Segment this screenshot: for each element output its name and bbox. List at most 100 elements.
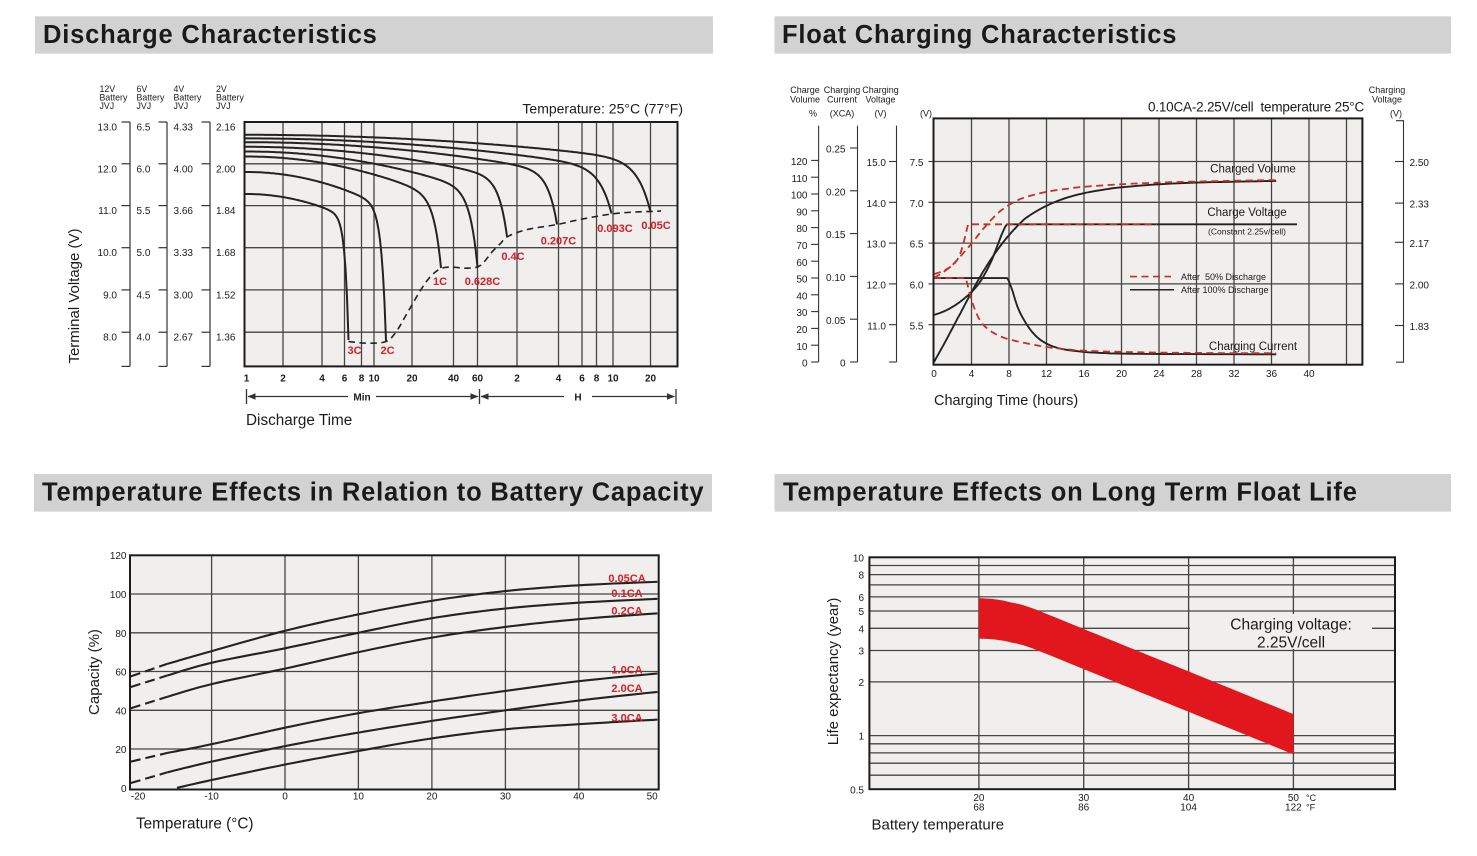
svg-text:28: 28: [1191, 369, 1203, 380]
svg-text:0.10CA-2.25V/cell temperature: 0.10CA-2.25V/cell temperature 25°C: [1148, 100, 1364, 115]
svg-text:(V): (V): [875, 109, 887, 119]
svg-text:0.628C: 0.628C: [465, 276, 501, 288]
svg-text:120: 120: [791, 157, 808, 168]
svg-text:20: 20: [796, 325, 808, 336]
svg-text:30: 30: [500, 792, 512, 803]
svg-text:90: 90: [796, 207, 808, 218]
svg-text:10.0: 10.0: [98, 248, 118, 259]
svg-text:Discharge Characteristics: Discharge Characteristics: [43, 21, 378, 49]
svg-text:4: 4: [858, 624, 864, 635]
svg-text:2.0CA: 2.0CA: [611, 683, 642, 695]
svg-text:15.0: 15.0: [867, 158, 887, 169]
svg-text:Battery: Battery: [174, 92, 202, 102]
svg-text:12V: 12V: [100, 84, 116, 94]
svg-text:JVJ: JVJ: [100, 101, 115, 111]
svg-text:0: 0: [931, 369, 937, 380]
svg-text:Charging: Charging: [862, 85, 899, 95]
svg-text:2.17: 2.17: [1410, 239, 1430, 250]
svg-text:1.84: 1.84: [216, 206, 236, 217]
svg-text:Charging voltage:: Charging voltage:: [1230, 617, 1352, 634]
svg-text:6: 6: [342, 374, 348, 385]
svg-text:0.25: 0.25: [826, 145, 846, 156]
svg-text:0.15: 0.15: [826, 230, 846, 241]
svg-text:0.4C: 0.4C: [501, 251, 524, 263]
svg-text:Battery temperature: Battery temperature: [872, 817, 1005, 834]
svg-text:1.52: 1.52: [216, 290, 236, 301]
svg-text:Charging Time (hours): Charging Time (hours): [934, 393, 1078, 409]
svg-text:2.16: 2.16: [216, 122, 236, 133]
svg-text:JVJ: JVJ: [216, 101, 231, 111]
svg-text:Charging: Charging: [1369, 85, 1406, 95]
svg-text:2: 2: [514, 374, 520, 385]
svg-text:8: 8: [858, 571, 864, 582]
svg-text:0.5: 0.5: [850, 785, 864, 796]
svg-text:24: 24: [1153, 369, 1165, 380]
svg-text:13.0: 13.0: [98, 122, 118, 133]
svg-text:(Constant 2.25v/cell): (Constant 2.25v/cell): [1208, 227, 1286, 237]
svg-text:1: 1: [858, 732, 864, 743]
svg-text:6.5: 6.5: [137, 122, 151, 133]
svg-text:8: 8: [359, 374, 365, 385]
svg-text:40: 40: [115, 706, 127, 717]
svg-text:°F: °F: [1306, 803, 1316, 813]
svg-text:20: 20: [406, 374, 418, 385]
svg-text:Battery: Battery: [100, 92, 128, 102]
svg-text:40: 40: [1303, 369, 1315, 380]
svg-text:2.00: 2.00: [216, 164, 236, 175]
svg-text:°C: °C: [1306, 793, 1317, 803]
svg-text:10: 10: [353, 792, 365, 803]
svg-text:70: 70: [796, 241, 808, 252]
svg-text:(V): (V): [1390, 109, 1402, 119]
svg-text:2: 2: [280, 374, 286, 385]
svg-text:6.5: 6.5: [910, 240, 924, 251]
svg-text:9.0: 9.0: [103, 290, 117, 301]
svg-text:40: 40: [1183, 793, 1195, 804]
svg-text:0.093C: 0.093C: [597, 223, 633, 235]
svg-text:10: 10: [853, 553, 865, 564]
svg-text:%: %: [809, 109, 817, 119]
svg-text:4: 4: [319, 374, 325, 385]
svg-text:3.33: 3.33: [174, 248, 194, 259]
svg-text:7.0: 7.0: [910, 199, 924, 210]
svg-text:5.5: 5.5: [910, 321, 924, 332]
svg-text:Discharge Time: Discharge Time: [246, 412, 352, 429]
svg-text:6: 6: [858, 593, 864, 604]
svg-text:30: 30: [796, 308, 808, 319]
svg-text:5: 5: [858, 607, 864, 618]
svg-text:10: 10: [796, 342, 808, 353]
svg-text:32: 32: [1228, 369, 1240, 380]
svg-text:JVJ: JVJ: [174, 101, 189, 111]
svg-text:5.5: 5.5: [137, 206, 151, 217]
svg-text:Voltage: Voltage: [865, 95, 895, 105]
svg-text:1C: 1C: [433, 276, 447, 288]
svg-text:40: 40: [573, 792, 585, 803]
svg-text:Life expectancy (year): Life expectancy (year): [825, 598, 842, 746]
svg-text:Charging: Charging: [824, 85, 861, 95]
svg-text:4.5: 4.5: [137, 290, 151, 301]
svg-text:4.0: 4.0: [137, 333, 151, 344]
svg-text:0.05C: 0.05C: [641, 220, 670, 232]
svg-text:2C: 2C: [380, 345, 394, 357]
svg-text:Battery: Battery: [137, 92, 165, 102]
svg-text:6: 6: [579, 374, 585, 385]
svg-text:Temperature (°C): Temperature (°C): [136, 816, 253, 833]
svg-text:Charge: Charge: [790, 85, 820, 95]
svg-text:100: 100: [791, 191, 808, 202]
svg-text:0.2CA: 0.2CA: [611, 606, 642, 618]
svg-text:20: 20: [973, 793, 985, 804]
svg-text:(XCA): (XCA): [830, 109, 855, 119]
svg-text:Current: Current: [827, 95, 858, 105]
svg-text:Charged Volume: Charged Volume: [1210, 164, 1296, 176]
svg-text:68: 68: [973, 803, 985, 814]
svg-text:0.1CA: 0.1CA: [611, 588, 642, 600]
svg-text:60: 60: [472, 374, 484, 385]
svg-text:50: 50: [647, 792, 659, 803]
svg-text:100: 100: [110, 590, 127, 601]
svg-text:Battery: Battery: [216, 92, 244, 102]
svg-text:30: 30: [1078, 793, 1090, 804]
svg-text:40: 40: [796, 291, 808, 302]
svg-text:3C: 3C: [347, 345, 361, 357]
svg-text:10: 10: [368, 374, 380, 385]
svg-text:4V: 4V: [174, 84, 185, 94]
svg-text:60: 60: [115, 668, 127, 679]
